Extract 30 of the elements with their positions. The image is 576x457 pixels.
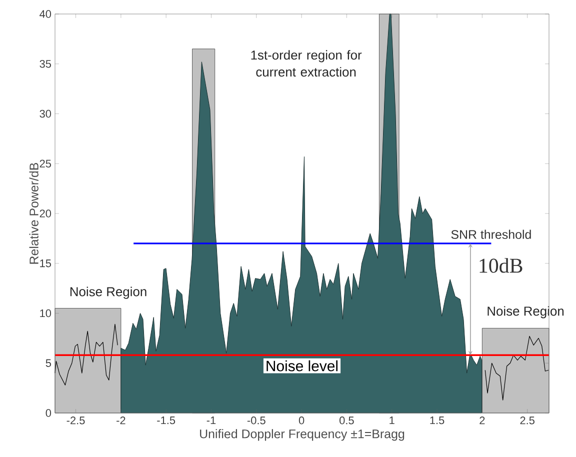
line-series xyxy=(54,324,118,386)
annotation: 1st-order region for current extraction xyxy=(251,50,362,77)
x-tick-label: 1.5 xyxy=(430,416,444,424)
x-axis-title: Unified Doppler Frequency ±1=Bragg xyxy=(200,429,404,441)
x-tick-label: -1 xyxy=(206,416,216,424)
y-tick-label: 15 xyxy=(40,260,52,268)
y-tick-label: 25 xyxy=(40,160,52,168)
x-tick-label: -2 xyxy=(116,416,126,424)
ref-line-label: Noise level xyxy=(266,360,338,372)
x-tick-label: 2 xyxy=(480,416,485,424)
x-tick-label: 0.5 xyxy=(340,416,354,424)
annotation: 10dB xyxy=(480,258,522,273)
y-tick-label: 40 xyxy=(40,10,52,18)
x-tick-label: 1 xyxy=(390,416,394,424)
y-tick-label: 20 xyxy=(40,210,52,218)
x-tick-label: 2.5 xyxy=(520,416,534,424)
x-tick-label: -2.5 xyxy=(66,416,85,424)
y-tick-label: 10 xyxy=(40,309,52,318)
y-tick-label: 35 xyxy=(40,60,52,68)
x-tick-label: 0 xyxy=(298,416,304,424)
y-tick-label: 0 xyxy=(46,409,52,417)
x-tick-label: -1.5 xyxy=(157,416,176,424)
annotation: Noise Region xyxy=(488,306,564,318)
x-tick-label: -0.5 xyxy=(247,416,266,424)
annotation: Noise Region xyxy=(70,286,146,299)
series-label: SNR threshold xyxy=(451,230,531,239)
y-tick-label: 5 xyxy=(46,359,52,367)
y-tick-label: 30 xyxy=(40,110,52,118)
y-axis-title: Relative Power/dB xyxy=(29,162,38,264)
line-series xyxy=(484,336,549,400)
